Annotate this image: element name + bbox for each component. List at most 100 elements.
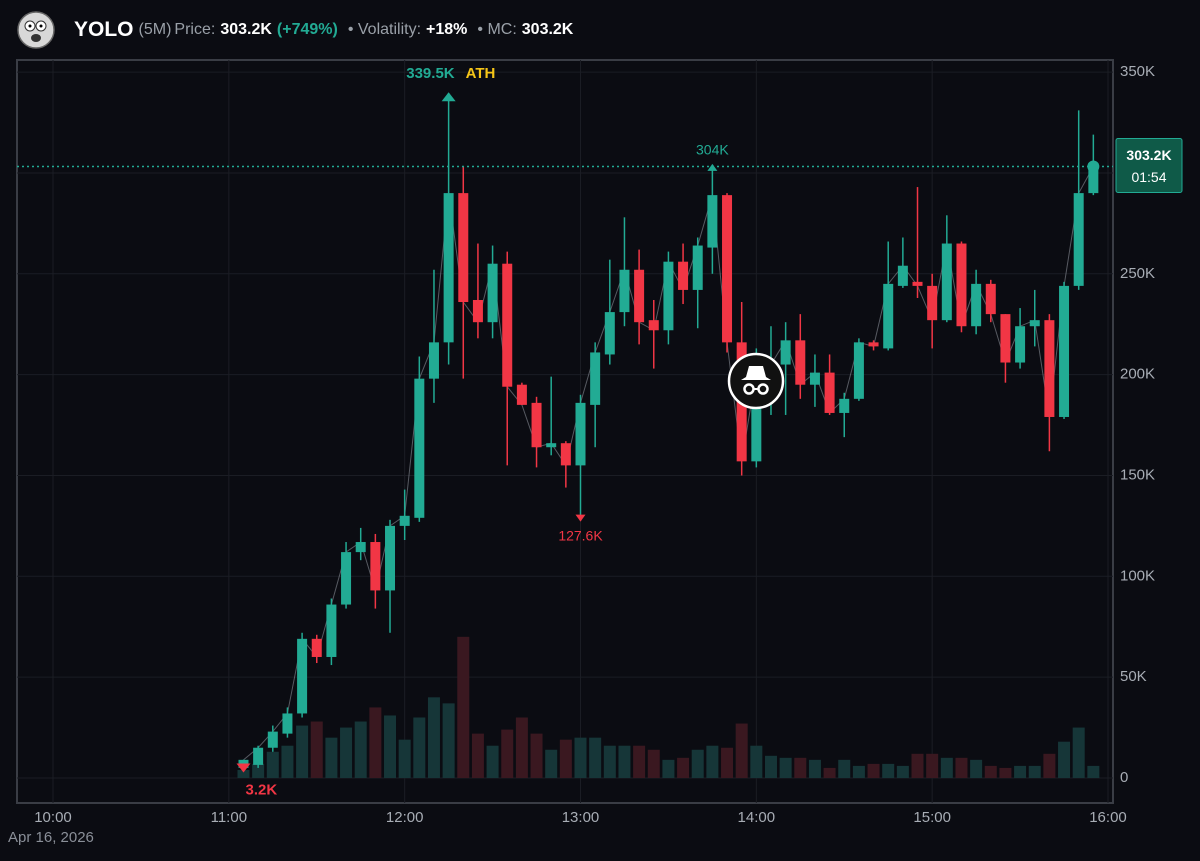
x-tick-label: 11:00 — [211, 809, 247, 826]
volume-bar — [471, 733, 484, 778]
y-tick-label: 100K — [1120, 567, 1155, 584]
last-price-dot — [1087, 160, 1100, 173]
volume-bar — [252, 763, 265, 778]
volume-bar — [427, 697, 440, 778]
volume-bar — [764, 755, 777, 778]
candle-body — [531, 402, 542, 448]
volume-bar — [559, 739, 572, 778]
volume-bar — [237, 769, 250, 778]
candle-body — [443, 193, 454, 343]
candle-body — [941, 243, 952, 321]
candle-body — [546, 443, 557, 448]
candle-body — [619, 269, 630, 313]
volume-bar — [662, 759, 675, 778]
volume-bar — [545, 749, 558, 778]
candle-body — [341, 552, 352, 605]
candle-body — [751, 372, 762, 462]
volume-bar — [999, 767, 1012, 778]
volume-bar — [779, 757, 792, 778]
candle-body — [560, 443, 571, 466]
last-price-label: 303.2K — [1126, 147, 1171, 163]
volume-bar — [457, 636, 470, 778]
candle-body — [853, 342, 864, 399]
candle-body — [1088, 166, 1099, 194]
candle-body — [282, 713, 293, 734]
candle-body — [1000, 314, 1011, 363]
candle-body — [267, 731, 278, 748]
candle-body — [311, 638, 322, 657]
x-tick-label: 12:00 — [386, 809, 424, 826]
volume-bar — [530, 733, 543, 778]
symbol: YOLO — [74, 18, 134, 41]
avatar[interactable] — [16, 10, 56, 50]
mc-label: • MC: — [477, 21, 517, 38]
candle-body — [971, 283, 982, 327]
candle-body — [385, 525, 396, 591]
y-tick-label: 350K — [1120, 63, 1155, 80]
volume-bar — [310, 721, 323, 778]
plot-frame — [16, 59, 1114, 804]
volume-bar — [926, 753, 939, 778]
volume-bar — [882, 763, 895, 778]
volume-bar — [721, 747, 734, 778]
countdown: 01:54 — [1131, 169, 1166, 185]
candle-body — [472, 300, 483, 323]
x-tick-label: 10:00 — [34, 809, 72, 826]
x-tick-label: 13:00 — [562, 809, 600, 826]
candle-body — [912, 281, 923, 286]
volume-bar — [501, 729, 514, 778]
candle-body — [839, 398, 850, 413]
volatility-label: • Volatility: — [347, 21, 422, 38]
volume-bar — [296, 725, 309, 778]
volume-bar — [266, 751, 279, 778]
candle-body — [458, 193, 469, 303]
volume-bar — [970, 759, 983, 778]
candle-body — [487, 263, 498, 323]
candle-body — [927, 285, 938, 321]
volume-bar — [706, 745, 719, 778]
candle-body — [590, 352, 601, 405]
volume-bar — [413, 717, 426, 778]
candle-body — [663, 261, 674, 331]
volume-bar — [340, 727, 353, 778]
volume-bar — [794, 757, 807, 778]
candle-body — [883, 283, 894, 349]
header: YOLO (5M) Price: 303.2K (+749%) • Volati… — [0, 0, 578, 60]
incognito-icon[interactable] — [727, 352, 785, 410]
x-tick-label: 15:00 — [913, 809, 951, 826]
volatility: +18% — [426, 21, 468, 38]
volume-bar — [589, 737, 602, 778]
price: 303.2K — [220, 21, 272, 38]
candle-body — [502, 263, 513, 387]
volume-bar — [325, 737, 338, 778]
candle-body — [956, 243, 967, 327]
volume-bar — [442, 703, 455, 778]
candle-body — [428, 342, 439, 379]
last-price-box — [1115, 137, 1183, 193]
x-tick-label: 14:00 — [738, 809, 776, 826]
icon-hat — [741, 366, 771, 380]
extreme-marker — [441, 92, 456, 102]
candle-body — [707, 195, 718, 248]
volume-bar — [940, 757, 953, 778]
volume-bar — [677, 757, 690, 778]
volume-bar — [281, 745, 294, 778]
candle-body — [370, 542, 381, 591]
volume-bar — [398, 739, 411, 778]
candle-body — [516, 384, 527, 405]
annotation-label: 304K — [696, 142, 729, 158]
volume-bar — [647, 749, 660, 778]
y-tick-label: 200K — [1120, 366, 1155, 383]
volume-bar — [1043, 753, 1056, 778]
y-tick-label: 50K — [1120, 668, 1147, 685]
interval: (5M) — [138, 21, 172, 38]
candle-body — [795, 340, 806, 385]
volume-bar — [1014, 765, 1027, 778]
volume-bar — [354, 721, 367, 778]
extreme-marker — [236, 763, 251, 773]
x-tick-label: 16:00 — [1089, 809, 1127, 826]
candle-body — [780, 340, 791, 365]
candle-body — [253, 747, 264, 765]
annotation-label: 127.6K — [558, 527, 603, 543]
